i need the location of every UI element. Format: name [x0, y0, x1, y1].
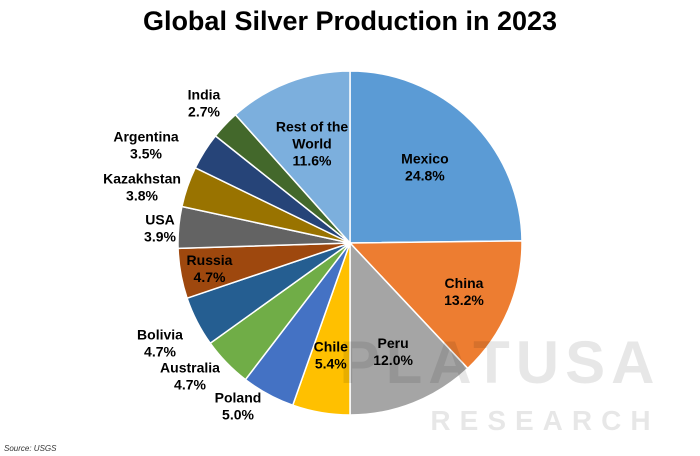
- slice-label-poland: Poland 5.0%: [215, 390, 262, 423]
- slice-label-rest-of-the-world: Rest of the World 11.6%: [276, 118, 349, 168]
- slice-label-india: India 2.7%: [188, 87, 221, 120]
- slice-labels: Mexico 24.8% China 13.2% Peru 12.0% Chile 5.4% P…: [103, 87, 484, 423]
- watermark-subtitle: RESEARCH: [430, 405, 659, 436]
- watermark-brand: PLATUSA: [340, 329, 661, 396]
- slice-label-russia: Russia 4.7%: [187, 252, 233, 285]
- pie-slices: [177, 70, 523, 416]
- slice-label-argentina: Argentina 3.5%: [113, 129, 179, 162]
- slice-label-chile: Chile 5.4%: [314, 338, 348, 371]
- pie-slice-mexico: [349, 70, 523, 244]
- chart-title: Global Silver Production in 2023: [142, 6, 558, 36]
- slice-label-mexico: Mexico 24.8%: [401, 151, 448, 184]
- slice-label-kazakhstan: Kazakhstan 3.8%: [103, 171, 181, 204]
- slice-label-peru: Peru 12.0%: [373, 335, 413, 368]
- pie-slice-china: [348, 240, 523, 370]
- slice-label-australia: Australia 4.7%: [160, 360, 220, 393]
- slice-label-china: China 13.2%: [444, 275, 484, 308]
- source-note: Source: USGS: [4, 444, 57, 453]
- pie-slice-rest-of-the-world: [234, 70, 351, 245]
- watermark: PLATUSA RESEARCH: [340, 329, 661, 436]
- pie-slice-peru: [349, 241, 469, 416]
- slice-label-usa: USA 3.9%: [144, 212, 176, 245]
- slice-label-bolivia: Bolivia 4.7%: [137, 327, 183, 360]
